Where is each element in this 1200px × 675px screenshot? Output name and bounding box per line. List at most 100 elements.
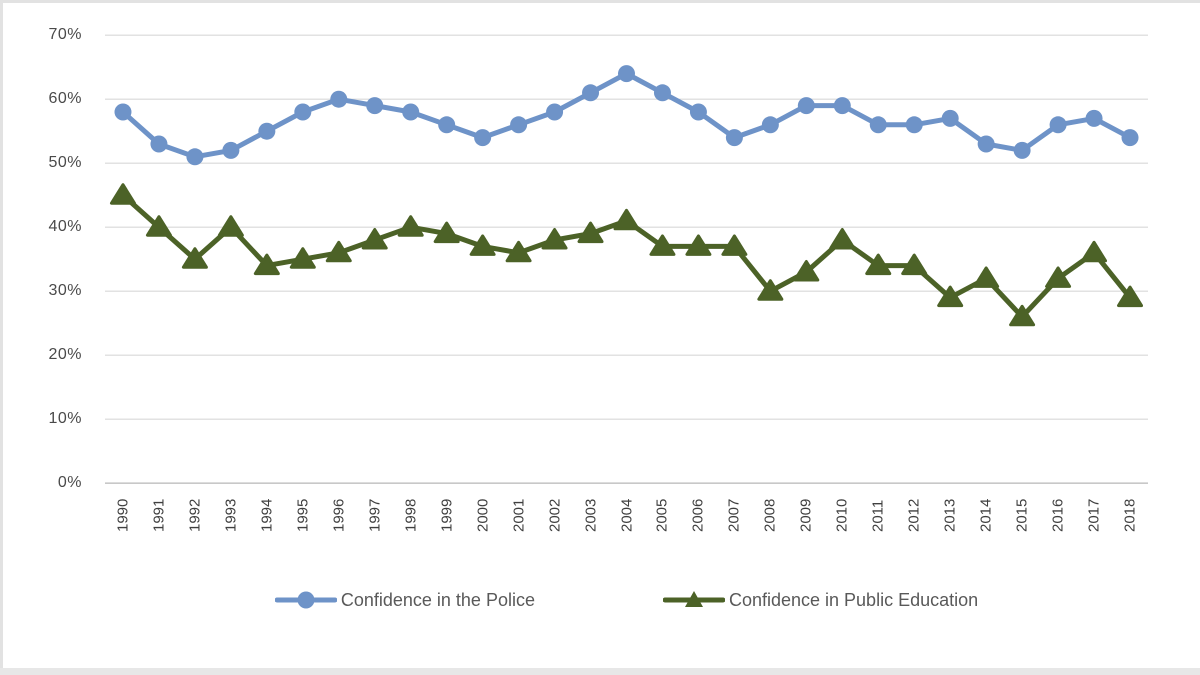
x-tick-label-2016: 2016 (1049, 498, 1067, 532)
data-point-circle (366, 97, 384, 115)
data-point-circle (797, 97, 815, 115)
y-tick-label: 70% (48, 26, 82, 44)
data-point-triangle (937, 285, 964, 308)
y-tick-label: 60% (48, 90, 82, 108)
data-point-circle (510, 116, 528, 134)
x-tick-label-1994: 1994 (258, 498, 276, 532)
data-point-triangle (397, 215, 424, 237)
y-tick-label: 50% (48, 154, 82, 172)
x-tick-label-1998: 1998 (402, 498, 420, 532)
police-line-circle-marker-icon (274, 591, 337, 609)
x-tick-label-2007: 2007 (725, 498, 743, 532)
data-point-triangle (361, 228, 388, 250)
data-point-circle (869, 116, 887, 134)
data-point-circle (1121, 129, 1139, 147)
x-tick-label-1991: 1991 (150, 498, 168, 532)
data-point-triangle (109, 183, 136, 205)
data-point-triangle (217, 215, 244, 237)
x-tick-label-1996: 1996 (330, 498, 348, 532)
y-tick-label: 40% (48, 218, 82, 236)
x-tick-label-2000: 2000 (474, 498, 492, 532)
data-point-circle (474, 129, 492, 147)
y-tick-label: 0% (57, 474, 82, 492)
data-point-circle (653, 84, 671, 102)
top-edge-border (0, 0, 1200, 3)
data-point-triangle (757, 279, 784, 301)
x-tick-label-2014: 2014 (977, 498, 995, 532)
data-point-triangle (181, 247, 208, 269)
x-tick-label-1992: 1992 (186, 498, 204, 532)
data-point-triangle (901, 253, 928, 276)
data-point-circle (1085, 109, 1103, 127)
x-tick-label-1993: 1993 (222, 498, 240, 532)
x-tick-label-2010: 2010 (833, 498, 851, 532)
bottom-edge-border (0, 668, 1200, 675)
data-point-triangle (253, 253, 280, 276)
x-tick-label-2006: 2006 (689, 498, 707, 532)
x-tick-label-2001: 2001 (510, 498, 528, 532)
x-tick-label-2004: 2004 (618, 498, 635, 532)
x-tick-label-1999: 1999 (438, 498, 456, 532)
data-point-triangle (793, 260, 820, 282)
data-point-circle (941, 109, 959, 127)
x-tick-label-2011: 2011 (869, 499, 887, 532)
x-tick-label-2018: 2018 (1121, 498, 1139, 532)
x-tick-label-1997: 1997 (366, 498, 384, 532)
data-point-circle (186, 148, 204, 166)
data-point-circle (582, 84, 600, 102)
data-point-triangle (433, 221, 460, 244)
data-point-triangle (613, 208, 640, 231)
data-point-triangle (973, 266, 1000, 288)
data-point-circle (725, 129, 743, 147)
x-tick-label-2013: 2013 (941, 498, 959, 532)
data-point-circle (294, 103, 312, 121)
data-point-triangle (1009, 304, 1036, 327)
legend-item-police: Confidence in the Police (274, 589, 535, 611)
data-point-circle (402, 103, 420, 121)
data-point-triangle (685, 234, 712, 256)
y-tick-label: 30% (48, 282, 82, 300)
legend-item-education: Confidence in Public Education (662, 589, 979, 611)
x-tick-label-2002: 2002 (546, 498, 564, 532)
education-line-triangle-marker-icon (662, 591, 725, 607)
data-point-triangle (541, 228, 568, 250)
data-point-circle (977, 135, 995, 153)
x-tick-label-2015: 2015 (1013, 498, 1031, 532)
data-point-circle (438, 116, 456, 134)
data-point-triangle (469, 234, 496, 256)
left-edge-border (0, 0, 3, 675)
x-tick-label-2017: 2017 (1085, 498, 1103, 532)
data-point-circle (905, 116, 923, 134)
data-point-circle (150, 135, 168, 153)
data-point-triangle (721, 234, 748, 256)
x-tick-label-2003: 2003 (582, 498, 600, 532)
data-point-triangle (577, 221, 604, 244)
x-tick-label-2008: 2008 (761, 498, 779, 532)
x-tick-label-2005: 2005 (653, 498, 671, 532)
data-point-circle (761, 116, 779, 134)
data-point-circle (330, 90, 348, 108)
data-point-circle (833, 97, 851, 115)
legend-label-education: Confidence in Public Education (728, 589, 979, 610)
data-point-triangle (1045, 266, 1072, 288)
legend-label-police: Confidence in the Police (340, 589, 535, 610)
data-point-circle (1049, 116, 1067, 134)
data-point-circle (689, 103, 707, 121)
data-point-triangle (325, 240, 352, 263)
data-point-triangle (829, 228, 856, 250)
y-tick-label: 20% (48, 346, 82, 364)
data-point-triangle (649, 234, 676, 256)
data-point-circle (1013, 141, 1031, 159)
data-point-triangle (1081, 240, 1108, 263)
data-point-triangle (1117, 285, 1144, 308)
data-point-triangle (505, 240, 532, 263)
data-point-circle (222, 141, 240, 159)
data-point-triangle (145, 215, 172, 237)
data-point-circle (114, 103, 132, 121)
x-tick-label-2009: 2009 (797, 498, 815, 532)
y-tick-label: 10% (48, 410, 82, 428)
x-tick-label-1990: 1990 (114, 498, 132, 532)
chart-legend: Confidence in the Police Confidence in P… (105, 589, 1148, 611)
